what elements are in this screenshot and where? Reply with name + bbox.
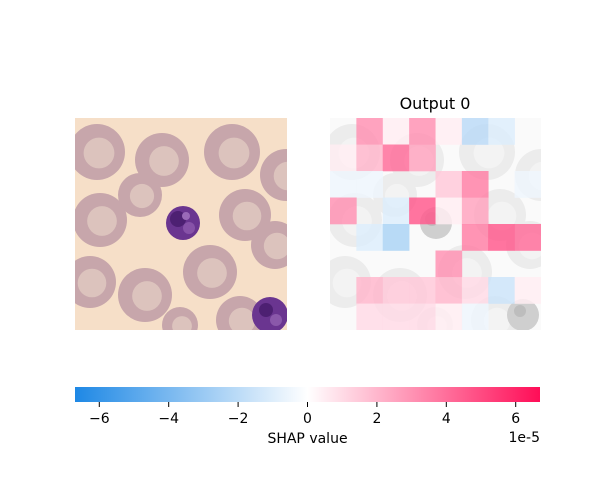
gray-cell-center bbox=[332, 268, 362, 298]
shap-cell-r7-c4 bbox=[435, 303, 463, 330]
colorbar-bar bbox=[75, 387, 540, 402]
input-image-panel bbox=[75, 118, 287, 330]
red-blood-cell-center bbox=[129, 183, 155, 209]
colorbar-offset-label: 1e-5 bbox=[509, 430, 540, 446]
gray-cell-center bbox=[487, 201, 517, 231]
shap-cell-r3-c3 bbox=[409, 197, 436, 225]
shap-cell-r0-c1 bbox=[356, 118, 384, 145]
colorbar-tick-label: 0 bbox=[303, 411, 312, 427]
white-blood-cell bbox=[166, 206, 200, 240]
shap-cell-r3-c2 bbox=[382, 197, 410, 225]
colorbar-tick-label: 6 bbox=[511, 411, 520, 427]
shap-cell-r4-c6 bbox=[488, 224, 515, 251]
shap-cell-r3-c5 bbox=[461, 197, 489, 225]
shap-cell-r6-c6 bbox=[488, 277, 515, 304]
shap-cell-r6-c3 bbox=[409, 277, 436, 304]
shap-cell-r6-c2 bbox=[382, 277, 410, 304]
shap-cell-r2-c7 bbox=[514, 171, 541, 198]
red-blood-cell-center bbox=[132, 281, 162, 311]
white-blood-cell-corner bbox=[252, 297, 287, 330]
shap-cell-r7-c1 bbox=[356, 303, 384, 330]
shap-cell-r2-c1 bbox=[356, 171, 384, 198]
shap-cell-r3-c4 bbox=[435, 197, 463, 225]
red-blood-cell-center bbox=[263, 232, 287, 260]
colorbar-tick-label: −2 bbox=[228, 411, 249, 427]
shap-cell-r6-c7 bbox=[514, 277, 541, 304]
shap-cell-r2-c0 bbox=[330, 171, 357, 198]
shap-cell-r0-c2 bbox=[382, 118, 410, 145]
red-blood-cell-center bbox=[228, 307, 256, 330]
shap-cell-r6-c4 bbox=[435, 277, 463, 304]
colorbar-tick-label: −4 bbox=[158, 411, 179, 427]
shap-cell-r4-c5 bbox=[461, 224, 489, 251]
shap-cell-r7-c3 bbox=[409, 303, 436, 330]
gray-cell-center bbox=[483, 307, 511, 330]
red-blood-cell-center bbox=[273, 161, 287, 191]
colorbar-tick-label: 2 bbox=[372, 411, 381, 427]
colorbar: −6 −4 −2 0 2 4 6 SHAP value 1e-5 bbox=[75, 387, 540, 447]
shap-panel: Output 0 bbox=[330, 94, 541, 330]
red-blood-cell-center bbox=[77, 268, 107, 298]
shap-cell-r0-c5 bbox=[461, 118, 489, 145]
shap-cell-r1-c0 bbox=[330, 144, 357, 172]
shap-cell-r4-c7 bbox=[514, 224, 541, 251]
red-blood-cell-center bbox=[172, 316, 192, 330]
shap-cell-r1-c3 bbox=[409, 144, 436, 172]
shap-cell-r5-c4 bbox=[435, 250, 463, 278]
red-blood-cell-center bbox=[83, 137, 115, 169]
shap-cell-r3-c0 bbox=[330, 197, 357, 225]
shap-cell-r4-c2 bbox=[382, 224, 410, 251]
shap-cell-r0-c3 bbox=[409, 118, 436, 145]
gray-cell-center bbox=[473, 137, 505, 169]
shap-cell-r0-c6 bbox=[488, 118, 515, 145]
red-blood-cell-center bbox=[197, 258, 227, 288]
red-blood-cell-center bbox=[232, 201, 262, 231]
shap-cell-r1-c1 bbox=[356, 144, 384, 172]
red-blood-cell-center bbox=[218, 137, 250, 169]
shap-cell-r6-c1 bbox=[356, 277, 384, 304]
red-blood-cell-center bbox=[87, 206, 117, 236]
colorbar-tick-label: −6 bbox=[89, 411, 110, 427]
shap-cell-r6-c5 bbox=[461, 277, 489, 304]
red-blood-cell-center bbox=[149, 146, 179, 176]
shap-cell-r2-c5 bbox=[461, 171, 489, 198]
colorbar-label: SHAP value bbox=[267, 431, 347, 447]
colorbar-tick-label: 4 bbox=[442, 411, 451, 427]
shap-cell-r1-c2 bbox=[382, 144, 410, 172]
shap-cell-r7-c5 bbox=[461, 303, 489, 330]
red-blood-cells bbox=[75, 124, 287, 330]
blood-smear-image bbox=[75, 118, 287, 330]
shap-cells bbox=[330, 118, 541, 330]
colorbar-ticks: −6 −4 −2 0 2 4 6 bbox=[89, 402, 520, 427]
shap-cell-r0-c4 bbox=[435, 118, 463, 145]
shap-cell-r2-c4 bbox=[435, 171, 463, 198]
shap-cell-r4-c1 bbox=[356, 224, 384, 251]
shap-cell-r7-c2 bbox=[382, 303, 410, 330]
panel-title: Output 0 bbox=[400, 94, 471, 113]
